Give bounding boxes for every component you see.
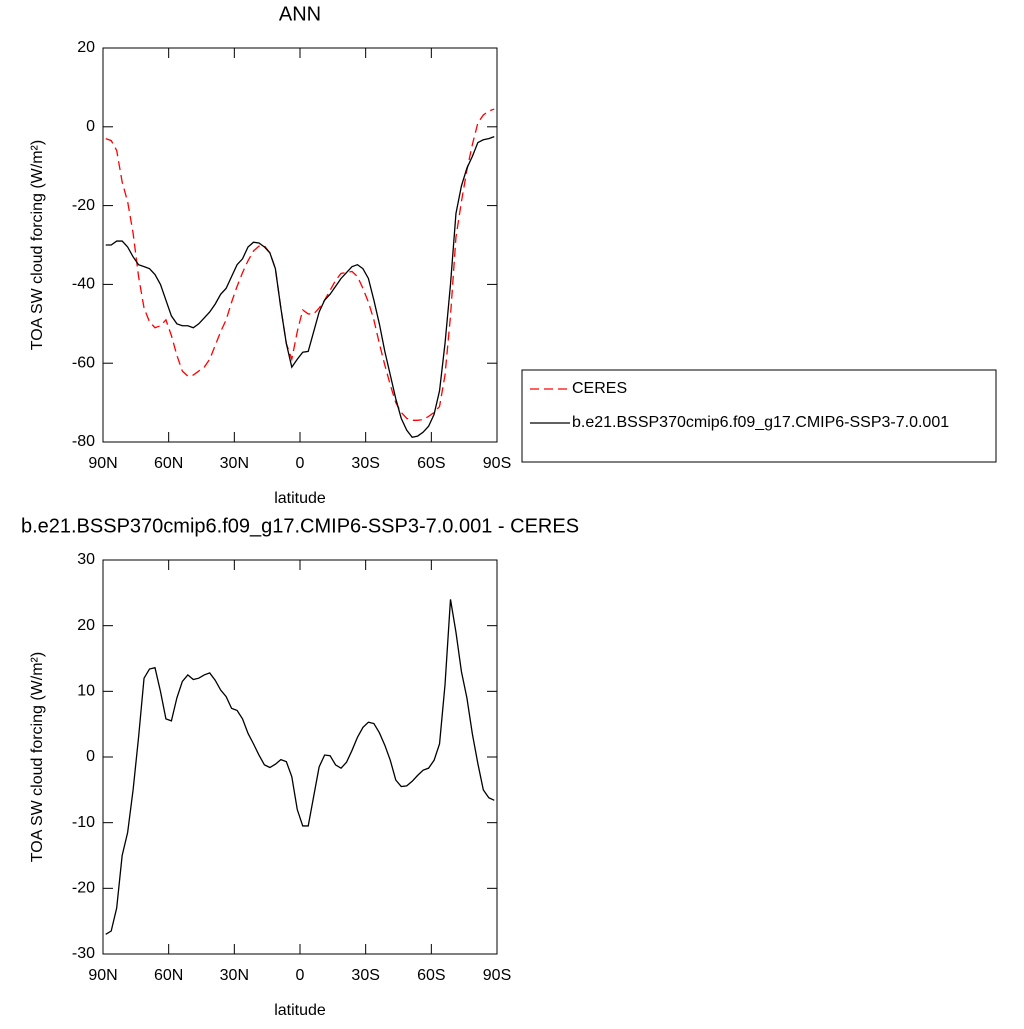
y-tick-label: 0 xyxy=(86,118,95,135)
x-tick-label: 30N xyxy=(220,455,249,472)
chart-title: ANN xyxy=(279,3,321,25)
data-line xyxy=(105,108,495,421)
x-tick-label: 60S xyxy=(417,455,445,472)
y-tick-label: 30 xyxy=(77,551,95,568)
x-tick-label: 90N xyxy=(88,455,117,472)
x-tick-label: 90S xyxy=(483,455,511,472)
x-tick-label: 30S xyxy=(351,967,379,984)
y-tick-label: 20 xyxy=(77,617,95,634)
data-line xyxy=(105,136,495,438)
x-tick-label: 30N xyxy=(220,967,249,984)
y-axis-label: TOA SW cloud forcing (W/m²) xyxy=(29,140,46,350)
x-tick-label: 60N xyxy=(154,967,183,984)
x-axis-label: latitude xyxy=(274,490,326,507)
x-tick-label: 30S xyxy=(351,455,379,472)
legend-label: b.e21.BSSP370cmip6.f09_g17.CMIP6-SSP3-7.… xyxy=(572,414,949,431)
legend-label: CERES xyxy=(572,380,627,397)
y-tick-label: -20 xyxy=(72,197,95,214)
x-tick-label: 0 xyxy=(296,967,305,984)
y-tick-label: 20 xyxy=(77,39,95,56)
x-axis-label: latitude xyxy=(274,1002,326,1019)
x-tick-label: 60N xyxy=(154,455,183,472)
legend-box xyxy=(521,369,997,463)
y-tick-label: -40 xyxy=(72,276,95,293)
x-tick-label: 90N xyxy=(88,967,117,984)
x-tick-label: 90S xyxy=(483,967,511,984)
y-tick-label: -80 xyxy=(72,433,95,450)
y-tick-label: 0 xyxy=(86,748,95,765)
plot-frame xyxy=(102,559,498,955)
x-tick-label: 60S xyxy=(417,967,445,984)
y-tick-label: -30 xyxy=(72,945,95,962)
y-tick-label: -20 xyxy=(72,880,95,897)
y-axis-label: TOA SW cloud forcing (W/m²) xyxy=(29,652,46,862)
plot-frame xyxy=(102,47,498,443)
x-tick-label: 0 xyxy=(296,455,305,472)
y-tick-label: -10 xyxy=(72,814,95,831)
y-tick-label: 10 xyxy=(77,683,95,700)
chart-title: b.e21.BSSP370cmip6.f09_g17.CMIP6-SSP3-7.… xyxy=(21,515,579,537)
data-line xyxy=(105,599,495,935)
y-tick-label: -60 xyxy=(72,354,95,371)
